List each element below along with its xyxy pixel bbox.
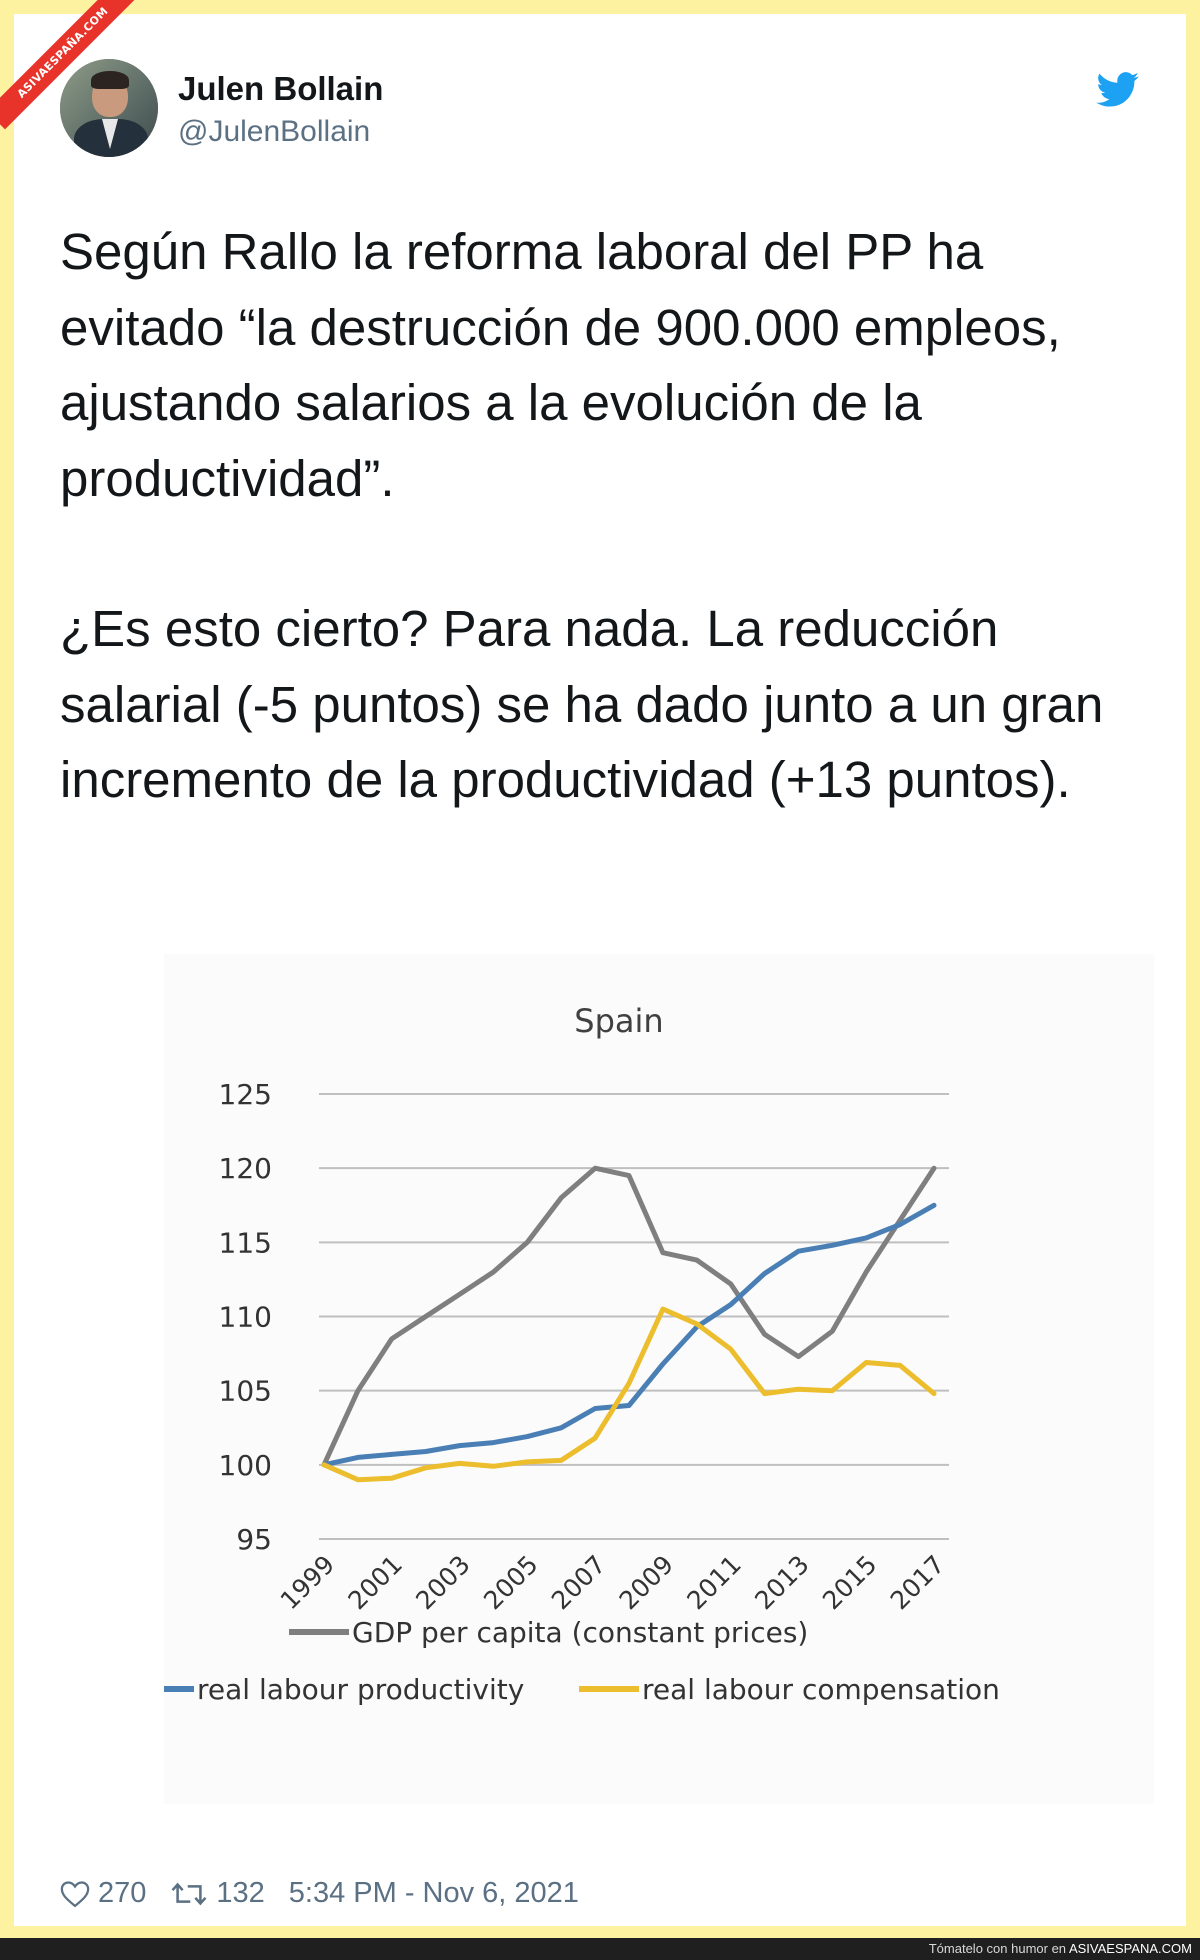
site-footer-brand[interactable]: ASIVAESPANA.COM	[1068, 1941, 1192, 1956]
x-tick-label-2011: 2011	[681, 1550, 746, 1615]
tweet-card: ASIVAESPAÑA.COM Julen Bollain @JulenBoll…	[0, 0, 1186, 1926]
x-tick-label-2015: 2015	[817, 1550, 882, 1615]
timestamp-text: 5:34 PM - Nov 6, 2021	[288, 1877, 579, 1909]
series-real-labour-compensation	[321, 1306, 937, 1483]
tweet-text: Según Rallo la reforma laboral del PP ha…	[60, 214, 1160, 818]
x-tick-label-2001: 2001	[343, 1550, 408, 1615]
author-handle[interactable]: @JulenBollain	[178, 115, 371, 148]
retweet-icon	[171, 1882, 207, 1905]
tweet-paragraph-2: ¿Es esto cierto? Para nada. La reducción…	[60, 600, 1104, 808]
x-tick-label-1999: 1999	[275, 1550, 340, 1615]
retweet-button[interactable]: 132	[170, 1877, 265, 1910]
x-tick-label-2013: 2013	[749, 1550, 814, 1615]
retweet-count: 132	[216, 1877, 265, 1909]
chart-title: Spain	[574, 1002, 663, 1040]
x-tick-label-2005: 2005	[478, 1550, 543, 1615]
y-tick-label-105: 105	[219, 1375, 272, 1408]
x-tick-label-2017: 2017	[885, 1550, 950, 1615]
timestamp[interactable]: 5:34 PM - Nov 6, 2021	[289, 1877, 579, 1910]
chart-image[interactable]: Spain 95 100 105 110 115 120 125 1999 2001 2003 200…	[164, 954, 1154, 1804]
tweet-paragraph-1: Según Rallo la reforma laboral del PP ha…	[60, 223, 1061, 507]
y-tick-label-110: 110	[219, 1301, 272, 1334]
like-count: 270	[98, 1877, 147, 1909]
x-tick-label-2009: 2009	[614, 1550, 679, 1615]
series-gdp-per-capita	[321, 1165, 937, 1468]
y-tick-label-95: 95	[236, 1523, 272, 1556]
like-button[interactable]: 270	[60, 1877, 146, 1910]
legend-label-gdp: GDP per capita (constant prices)	[352, 1616, 808, 1649]
author-name[interactable]: Julen Bollain	[178, 70, 384, 107]
y-tick-label-115: 115	[219, 1226, 272, 1259]
tweet-footer: 270 132 5:34 PM - Nov 6, 2021	[60, 1877, 603, 1910]
x-tick-label-2003: 2003	[410, 1550, 475, 1615]
legend-label-compensation: real labour compensation	[642, 1673, 1000, 1706]
x-tick-label-2007: 2007	[546, 1550, 611, 1615]
site-footer-text: Tómatelo con humor en	[928, 1941, 1067, 1956]
heart-icon	[60, 1880, 90, 1907]
twitter-bird-icon[interactable]	[1096, 72, 1140, 108]
avatar[interactable]	[60, 59, 158, 157]
y-tick-label-120: 120	[219, 1152, 272, 1185]
y-tick-label-125: 125	[219, 1078, 272, 1111]
y-tick-label-100: 100	[219, 1449, 272, 1482]
legend-label-productivity: real labour productivity	[197, 1673, 524, 1706]
series-real-labour-productivity	[321, 1202, 937, 1468]
site-footer-bar: Tómatelo con humor en ASIVAESPANA.COM	[0, 1938, 1200, 1960]
